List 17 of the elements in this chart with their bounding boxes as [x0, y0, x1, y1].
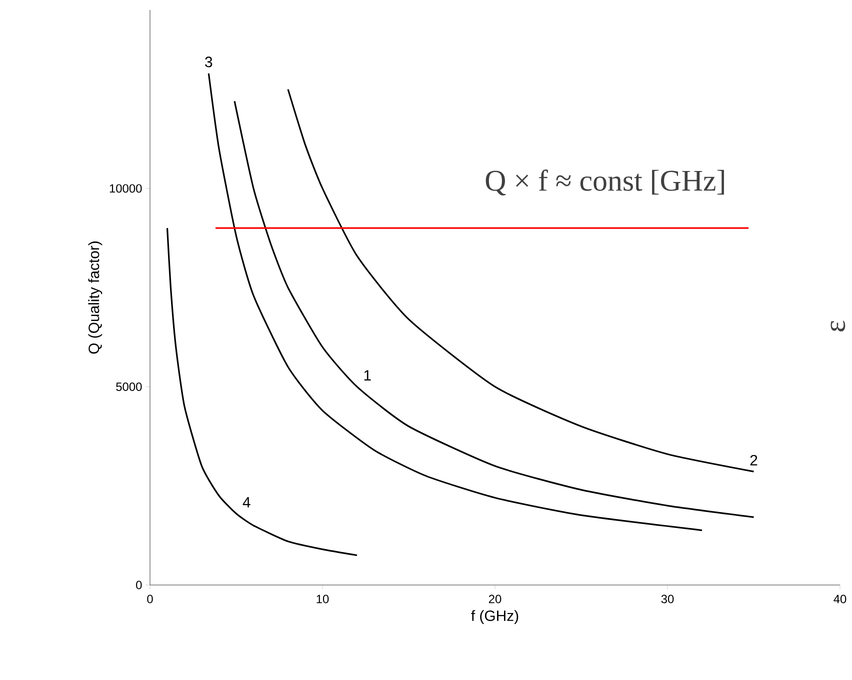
x-tick-label: 40 [834, 594, 846, 604]
x-axis-title: f (GHz) [471, 610, 518, 624]
x-tick-label: 0 [147, 594, 153, 604]
x-tick-label: 20 [488, 594, 502, 604]
y-tick-label: 5000 [116, 382, 142, 391]
series-label: 3 [205, 56, 212, 68]
series-label: 4 [242, 497, 250, 508]
x-tick-label: 10 [316, 594, 329, 604]
series-label: 1 [364, 370, 371, 381]
annotation: Q × f ≈ const [GHz] [486, 170, 724, 196]
y-tick-label: 10000 [110, 184, 142, 193]
annotation: ε [830, 320, 846, 332]
y-tick-label: 0 [136, 580, 142, 590]
line-series [166, 227, 358, 556]
series-label: 2 [750, 454, 758, 466]
x-tick-label: 30 [661, 594, 674, 604]
y-axis-title: Q (Quality factor) [88, 242, 102, 354]
